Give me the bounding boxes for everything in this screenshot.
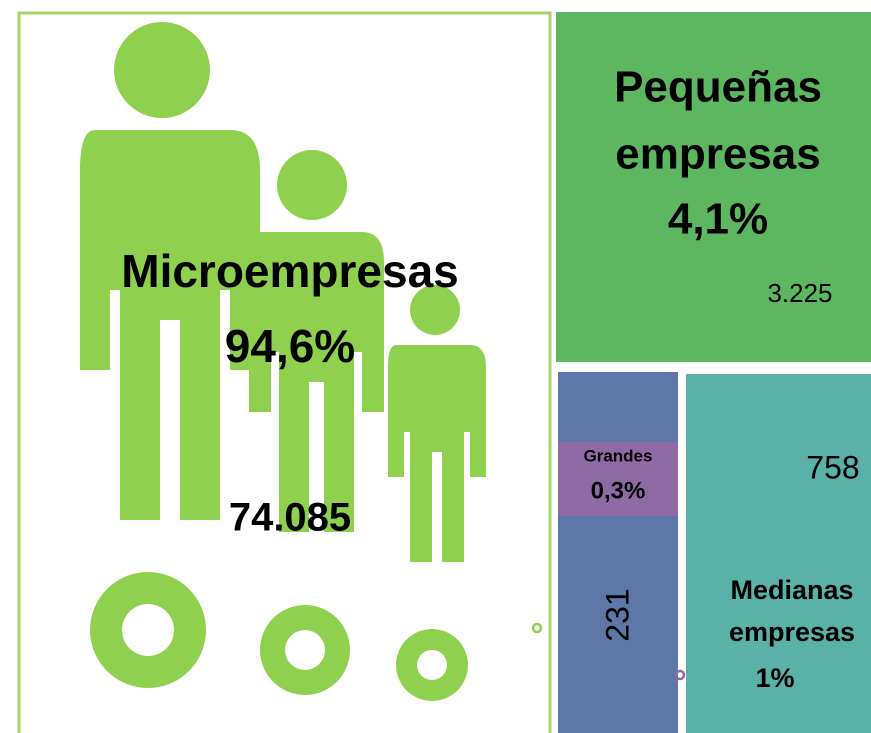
segment-percent: 1%: [755, 663, 794, 693]
decor-dot: [676, 671, 684, 679]
large-box: [558, 372, 678, 733]
small-panel: Pequeñas empresas 4,1% 3.225: [556, 12, 871, 362]
large-panel: Grandes 0,3% 231: [558, 372, 678, 733]
segment-label: empresas: [729, 617, 855, 647]
segment-label: empresas: [615, 130, 820, 179]
infographic: Microempresas 94,6% 74.085 Pequeñas empr…: [0, 0, 871, 733]
segment-count: 758: [806, 449, 859, 485]
segment-count: 3.225: [767, 278, 832, 308]
segment-label: Grandes: [584, 446, 653, 465]
segment-count: 74.085: [229, 496, 351, 540]
segment-percent: 94,6%: [225, 320, 355, 372]
medium-panel: 758 Medianas empresas 1%: [686, 374, 871, 733]
segment-label: Medianas: [730, 575, 853, 605]
segment-label: Microempresas: [121, 245, 459, 297]
page: Microempresas 94,6% 74.085 Pequeñas empr…: [0, 0, 871, 733]
segment-percent: 0,3%: [591, 477, 646, 504]
segment-count: 231: [599, 588, 635, 641]
micro-panel: Microempresas 94,6% 74.085: [19, 13, 550, 733]
segment-label: Pequeñas: [614, 63, 822, 112]
segment-percent: 4,1%: [668, 195, 768, 244]
